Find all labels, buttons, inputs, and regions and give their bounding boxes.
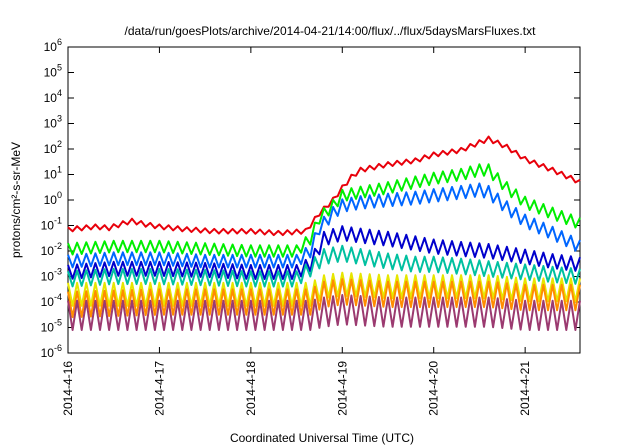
series-line (67, 135, 581, 237)
chart-title: /data/run/goesPlots/archive/2014-04-21/1… (125, 24, 537, 38)
series-layer (67, 135, 581, 331)
x-tick-label: 2014-4-18 (244, 361, 258, 416)
series-line (67, 294, 581, 331)
series-line (67, 244, 581, 288)
x-axis: 2014-4-16 2014-4-17 2014-4-18 2014-4-19 2014… (61, 47, 532, 416)
series-line (67, 163, 581, 258)
x-tick-label: 2014-4-20 (427, 361, 441, 416)
y-tick-label: 105 (44, 63, 62, 80)
y-tick-label: 10-1 (41, 216, 62, 233)
series-line (67, 225, 581, 280)
y-tick-label: 106 (44, 37, 62, 54)
y-tick-label: 103 (44, 114, 62, 131)
y-tick-label: 10-6 (41, 343, 62, 360)
y-tick-label: 100 (44, 190, 62, 207)
x-tick-label: 2014-4-21 (518, 361, 532, 416)
x-axis-label: Coordinated Universal Time (UTC) (230, 431, 414, 445)
x-tick-label: 2014-4-19 (335, 361, 349, 416)
series-line (67, 278, 581, 319)
series-line (67, 271, 581, 307)
y-tick-label: 101 (44, 165, 62, 182)
x-tick-label: 2014-4-16 (61, 361, 75, 416)
y-tick-label: 102 (44, 139, 62, 156)
y-tick-label: 10-3 (41, 267, 62, 284)
y-tick-label: 10-2 (41, 241, 62, 258)
y-tick-label: 10-4 (41, 292, 62, 309)
y-tick-label: 10-5 (41, 318, 62, 335)
y-tick-label: 104 (44, 88, 62, 105)
series-line (67, 182, 581, 269)
y-axis-label: protons/cm²-s-sr-MeV (9, 142, 23, 258)
x-tick-label: 2014-4-17 (152, 361, 166, 416)
